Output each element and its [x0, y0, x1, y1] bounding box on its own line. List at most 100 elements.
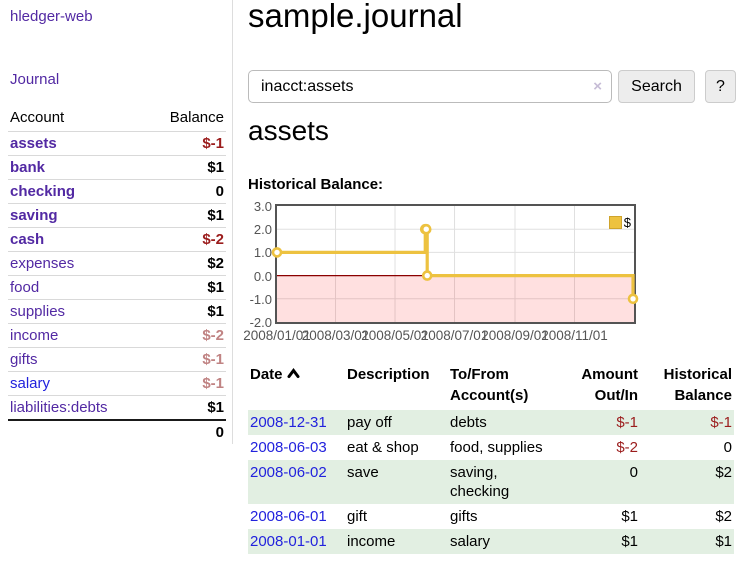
transaction-accounts: debts [448, 410, 560, 435]
account-row-cash: cash $-2 [8, 227, 226, 252]
account-link-cash[interactable]: cash [10, 231, 45, 248]
account-balance: $-2 [146, 227, 226, 252]
clear-search-icon[interactable]: × [593, 78, 602, 95]
register-table: Date Description To/From Account(s) Amou… [248, 362, 734, 554]
transaction-amount: 0 [560, 460, 640, 504]
search-bar: × Search ? [248, 70, 736, 103]
transaction-date-link[interactable]: 2008-12-31 [250, 414, 327, 431]
register-row: 2008-06-03 eat & shop food, supplies $-2… [248, 435, 734, 460]
register-header-balance: Historical Balance [663, 366, 732, 404]
accounts-header-account: Account [10, 109, 65, 126]
account-link-saving[interactable]: saving [10, 207, 58, 224]
account-balance: 0 [146, 179, 226, 204]
historical-balance-chart: 3.0 2.0 1.0 0.0 -1.0 -2.0 $ 2008/01/01 2008/03… [243, 199, 736, 348]
accounts-tree-table: Account Balance assets $-1 bank $1 check… [8, 104, 226, 444]
register-header-amount: Amount Out/In [581, 366, 638, 404]
account-link-salary[interactable]: salary [10, 375, 51, 392]
account-balance: $1 [146, 299, 226, 324]
transaction-accounts: food, supplies [450, 439, 543, 456]
account-row-assets: assets $-1 [8, 131, 226, 156]
chart-title: Historical Balance: [248, 176, 384, 193]
transaction-description: income [345, 529, 448, 554]
register-header-row: Date Description To/From Account(s) Amou… [248, 362, 734, 410]
chart-y-axis-labels: 3.0 2.0 1.0 0.0 -1.0 -2.0 [248, 199, 272, 330]
transaction-date-link[interactable]: 2008-01-01 [250, 533, 327, 550]
account-link-bank[interactable]: bank [10, 159, 46, 176]
account-link-liabilities-debts[interactable]: liabilities:debts [10, 399, 108, 416]
chart-canvas [271, 206, 639, 322]
transaction-amount: $-2 [616, 439, 638, 456]
x-tick-label: 2008/01/01 [243, 328, 311, 343]
transaction-date-link[interactable]: 2008-06-02 [250, 464, 327, 481]
x-tick-label: 2008/07/01 [420, 328, 489, 343]
account-row-food: food $1 [8, 275, 226, 300]
legend-label: $ [623, 215, 631, 230]
y-tick-label: 3.0 [253, 199, 272, 214]
account-row-gifts: gifts $-1 [8, 347, 226, 372]
register-row: 2008-01-01 income salary $1 $1 [248, 529, 734, 554]
account-row-saving: saving $1 [8, 203, 226, 228]
register-row: 2008-12-31 pay off debts $-1 $-1 [248, 410, 734, 435]
account-heading: assets [248, 115, 329, 146]
register-header-accounts: To/From Account(s) [450, 366, 529, 404]
register-row: 2008-06-02 save saving, checking 0 $2 [248, 460, 734, 504]
y-tick-label: 1.0 [253, 245, 272, 261]
transaction-amount: $1 [560, 529, 640, 554]
search-input[interactable] [248, 70, 612, 103]
sidebar-divider [232, 0, 233, 444]
y-tick-label: 2.0 [253, 222, 272, 238]
account-row-supplies: supplies $1 [8, 299, 226, 324]
account-link-checking[interactable]: checking [10, 183, 76, 200]
transaction-amount: $-1 [560, 410, 640, 435]
account-balance: $1 [146, 275, 226, 300]
x-tick-label: 2008/03/01 [301, 328, 370, 343]
transaction-description: gift [347, 508, 368, 525]
register-header-description: Description [347, 366, 430, 383]
account-row-expenses: expenses $2 [8, 251, 226, 276]
chart-plot-area[interactable]: $ [271, 204, 639, 324]
transaction-accounts: gifts [450, 508, 478, 525]
accounts-total-row: 0 [8, 419, 226, 444]
transaction-description: save [345, 460, 448, 504]
search-button[interactable]: Search [618, 70, 695, 103]
account-link-supplies[interactable]: supplies [10, 303, 66, 320]
account-row-liabilities-debts: liabilities:debts $1 [8, 395, 226, 420]
y-tick-label: 0.0 [253, 268, 272, 284]
account-row-bank: bank $1 [8, 155, 226, 180]
account-balance: $-1 [146, 347, 226, 372]
account-link-income[interactable]: income [10, 327, 59, 344]
legend-swatch-icon [608, 216, 622, 229]
account-link-gifts[interactable]: gifts [10, 351, 38, 368]
sort-ascending-icon [287, 364, 300, 385]
transaction-accounts: saving, checking [448, 460, 560, 504]
register-header-date-label: Date [250, 366, 283, 383]
accounts-header-balance: Balance [169, 109, 224, 126]
y-tick-label: -2.0 [249, 315, 272, 330]
transaction-accounts: salary [448, 529, 560, 554]
search-help-button[interactable]: ? [705, 70, 736, 103]
account-link-food[interactable]: food [10, 279, 40, 296]
x-tick-label: 2008/09/01 [481, 328, 549, 343]
register-row: 2008-06-01 gift gifts $1 $2 [248, 504, 734, 529]
account-row-checking: checking 0 [8, 179, 226, 204]
transaction-description: pay off [345, 410, 448, 435]
accounts-total-balance: 0 [146, 419, 226, 444]
transaction-balance: 0 [723, 439, 732, 456]
account-balance: $1 [146, 395, 226, 420]
sidebar-item-journal[interactable]: Journal [10, 71, 60, 88]
x-tick-label: 2008/05/01 [361, 328, 429, 343]
transaction-balance: $2 [640, 460, 734, 504]
page-title: sample.journal [248, 0, 463, 34]
account-balance: $1 [146, 155, 226, 180]
transaction-date-link[interactable]: 2008-06-03 [250, 439, 327, 456]
x-tick-label: 2008/11/01 [541, 328, 608, 343]
transaction-amount: $1 [621, 508, 638, 525]
app-title-link[interactable]: hledger-web [10, 8, 93, 25]
register-header-date[interactable]: Date [248, 362, 345, 410]
account-link-assets[interactable]: assets [10, 135, 57, 152]
accounts-header-row: Account Balance [8, 104, 226, 132]
account-link-expenses[interactable]: expenses [10, 255, 75, 272]
transaction-date-link[interactable]: 2008-06-01 [250, 508, 327, 525]
account-balance: $-1 [146, 371, 226, 396]
account-balance: $1 [146, 203, 226, 228]
